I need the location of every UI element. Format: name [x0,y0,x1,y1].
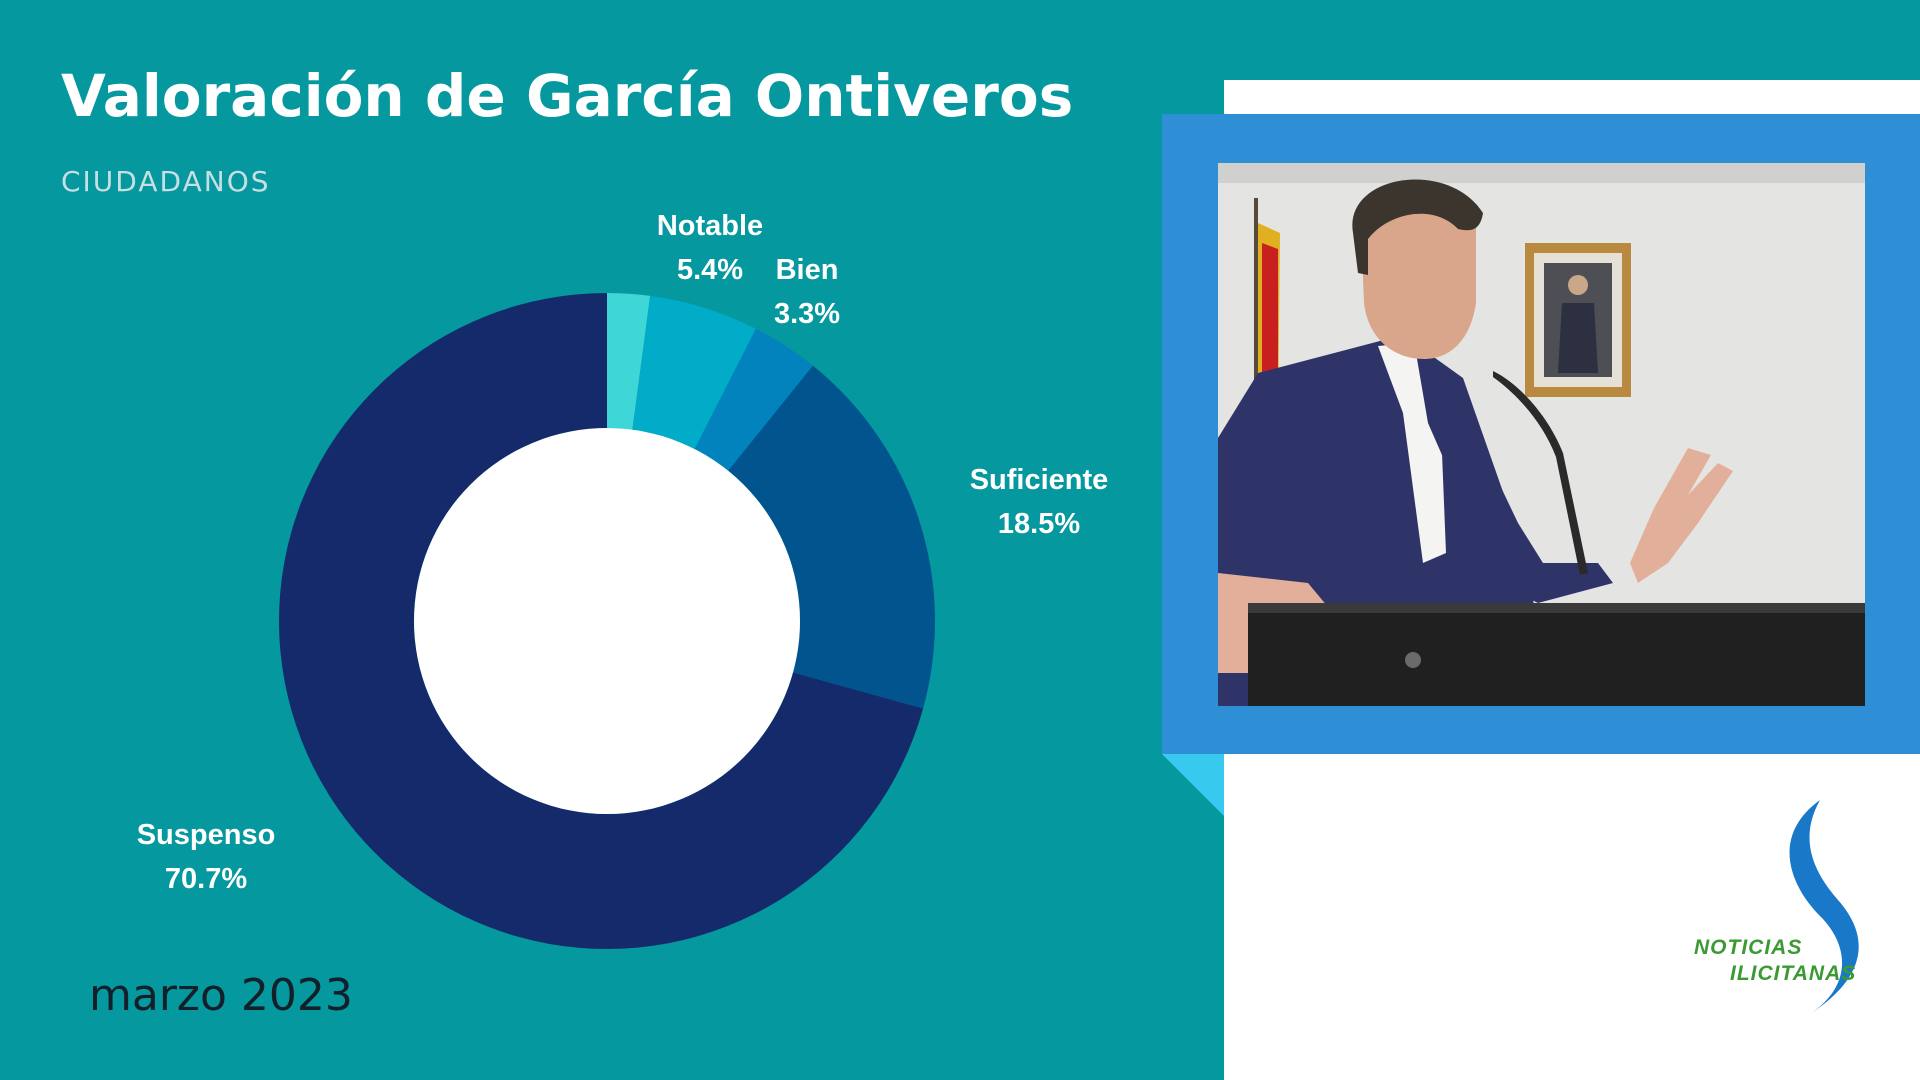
logo-text: NOTICIAS ILICITANAS [1694,935,1856,987]
chart-title: Valoración de García Ontiveros [61,62,1074,130]
date-label: marzo 2023 [89,970,353,1021]
slice-name-suficiente: Suficiente [969,464,1109,496]
speaker-photo-illustration [1218,163,1865,706]
slice-name-bien: Bien [775,254,839,286]
frame-accent-triangle [1162,754,1224,816]
logo-text-line2: ILICITANAS [1730,962,1857,985]
slice-name-suspenso: Suspenso [136,819,276,851]
speaker-photo [1218,163,1865,706]
slice-label-notable: Notable 5.4% [657,204,763,292]
slice-value-suspenso: 70.7% [164,863,248,895]
donut-chart [278,293,935,949]
slice-label-suficiente: Suficiente 18.5% [970,458,1109,546]
donut-slice-bien [694,328,813,471]
chart-subtitle: CIUDADANOS [61,165,271,198]
donut-hole [414,428,800,814]
donut-slice-suficiente [728,365,935,709]
slice-value-suficiente: 18.5% [997,508,1081,540]
slice-value-bien: 3.3% [773,298,841,330]
logo-text-line1: NOTICIAS [1694,936,1803,959]
donut-slice-suspenso [278,293,924,949]
slice-label-suspenso: Suspenso 70.7% [137,813,276,901]
slice-label-bien: Bien 3.3% [774,248,840,336]
slice-name-notable: Notable [656,210,764,242]
logo-swoosh [1789,800,1859,1014]
slice-value-notable: 5.4% [676,254,744,286]
donut-slice-notable [632,295,756,450]
donut-slice-sobresaliente [607,293,651,430]
